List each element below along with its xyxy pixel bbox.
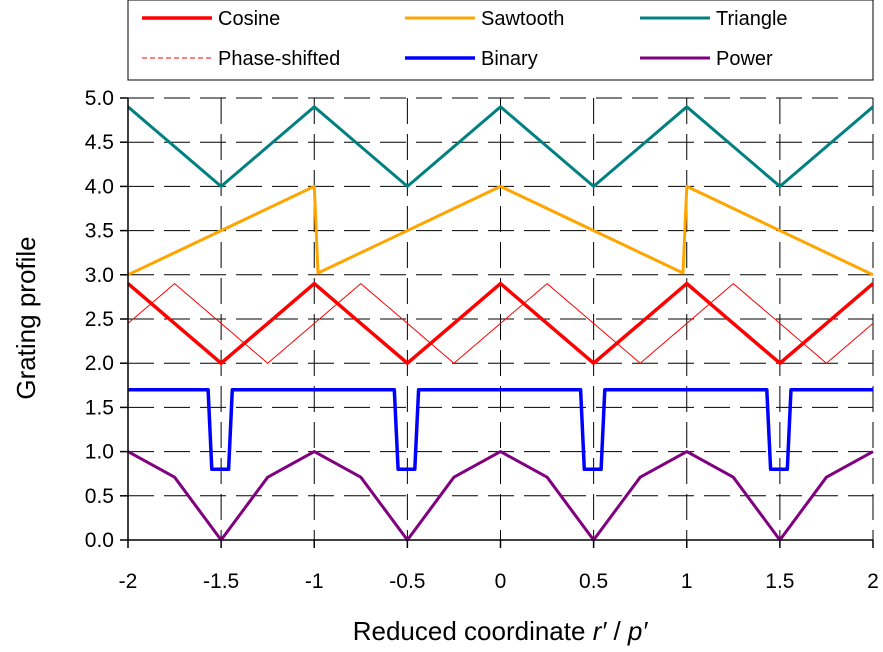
legend-label: Power — [716, 48, 773, 70]
y-tick-label: 2.0 — [85, 352, 114, 375]
y-tick-label: 4.5 — [85, 131, 114, 154]
y-tick-label: 2.5 — [85, 308, 114, 331]
legend-box — [127, 0, 874, 81]
legend-label: Sawtooth — [481, 8, 564, 30]
plot-series — [126, 105, 875, 542]
series-line-sawtooth — [127, 184, 874, 277]
y-tick-label: 1.0 — [85, 441, 114, 464]
series-line-binary — [128, 387, 873, 472]
x-tick-label: 1 — [681, 570, 693, 593]
x-tick-label: -1.5 — [203, 570, 239, 593]
x-tick-label: 0 — [495, 570, 507, 593]
series-line-cosine — [126, 281, 875, 365]
legend-label: Triangle — [716, 8, 788, 30]
x-tick-label: 2 — [867, 570, 879, 593]
y-tick-label: 5.0 — [85, 87, 114, 110]
y-tick-label: 3.5 — [85, 220, 114, 243]
legend-label: Cosine — [218, 8, 280, 30]
x-tick-label: 0.5 — [579, 570, 608, 593]
x-axis-title-var-p: p′ — [627, 616, 648, 646]
y-tick-label: 0.0 — [85, 529, 114, 552]
y-tick-label: 1.5 — [85, 396, 114, 419]
x-axis-title-var-r: r′ — [593, 616, 608, 646]
legend-label: Phase-shifted — [218, 48, 340, 70]
x-axis-title: Reduced coordinate r′ / p′ — [353, 616, 649, 646]
y-tick-label: 4.0 — [85, 175, 114, 198]
x-axis-title-sep: / — [606, 616, 628, 646]
x-tick-label: -0.5 — [389, 570, 425, 593]
series-line-phase-shifted — [127, 283, 874, 364]
x-tick-label: -2 — [119, 570, 138, 593]
series-line-power — [127, 450, 874, 542]
tick-labels: 0.0 0.5 1.0 1.5 2.0 2.5 3.0 3.5 4.0 4.5 5.0 -2 -1.5 -… — [85, 87, 879, 593]
x-tick-label: 1.5 — [765, 570, 794, 593]
legend: Cosine Sawtooth Triangle Phase-shifted Binar… — [127, 0, 874, 81]
x-tick-label: -1 — [305, 570, 324, 593]
axes — [120, 97, 874, 548]
legend-label: Binary — [481, 48, 538, 70]
grid — [128, 97, 874, 540]
series-line-triangle — [127, 105, 874, 188]
y-tick-label: 3.0 — [85, 264, 114, 287]
y-tick-label: 0.5 — [85, 485, 114, 508]
x-axis-title-text: Reduced coordinate — [353, 616, 593, 646]
y-axis-title: Grating profile — [11, 236, 41, 399]
